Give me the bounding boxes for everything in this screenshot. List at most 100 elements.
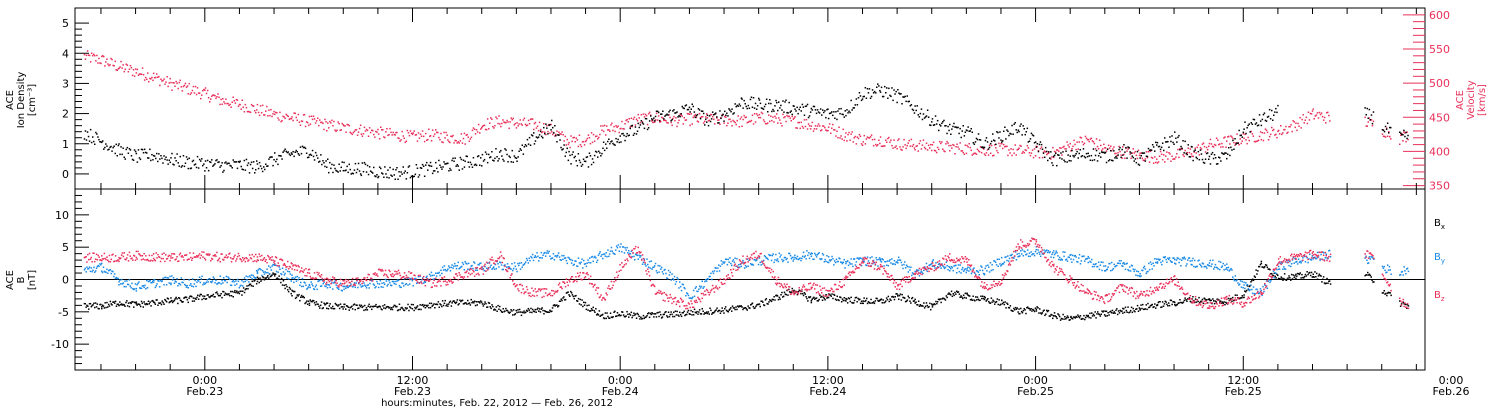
velocity-point — [596, 135, 598, 137]
velocity-point — [1286, 132, 1288, 134]
velocity-point — [574, 141, 576, 143]
velocity-point — [768, 114, 770, 116]
bx-point — [1367, 271, 1369, 274]
density-point — [752, 97, 755, 99]
density-point — [134, 150, 137, 153]
velocity-point — [1177, 148, 1179, 151]
bx-point — [95, 306, 98, 308]
bx-point — [361, 306, 363, 309]
top-panel-frame — [74, 7, 1426, 190]
by-point — [497, 263, 499, 265]
density-point — [136, 161, 139, 163]
bx-point — [279, 278, 281, 281]
by-point — [252, 274, 254, 277]
bx-point — [311, 301, 313, 303]
bx-point — [712, 312, 715, 314]
velocity-point — [1267, 139, 1270, 141]
bx-point — [113, 301, 115, 303]
bx-point — [217, 294, 220, 297]
density-point — [823, 111, 825, 114]
velocity-point — [851, 131, 853, 133]
velocity-point — [876, 145, 878, 147]
density-point — [190, 167, 193, 169]
velocity-point — [423, 140, 426, 143]
velocity-point — [503, 121, 505, 123]
bx-point — [306, 300, 308, 302]
density-point — [372, 172, 374, 174]
by-point — [570, 258, 572, 261]
velocity-point — [814, 125, 817, 127]
density-point — [1372, 111, 1375, 113]
bx-point — [253, 280, 255, 282]
bx-point — [917, 304, 919, 306]
density-point — [1016, 131, 1018, 134]
bx-point — [1075, 315, 1077, 318]
density-point — [850, 99, 852, 102]
velocity-point — [1265, 129, 1268, 132]
bx-point — [949, 293, 951, 295]
density-point — [1389, 126, 1391, 129]
bx-point — [1020, 310, 1023, 313]
bx-point — [428, 302, 431, 305]
by-point — [429, 275, 432, 277]
density-point — [580, 165, 583, 167]
velocity-point — [637, 113, 639, 116]
density-point — [1131, 155, 1133, 157]
density-point — [182, 155, 185, 157]
density-point — [380, 167, 382, 170]
field-tick-label: 0 — [62, 274, 69, 287]
bx-point — [988, 302, 991, 304]
velocity-point — [401, 130, 403, 133]
by-point — [705, 280, 708, 282]
velocity-point — [1229, 143, 1231, 145]
bx-point — [570, 290, 572, 293]
velocity-point — [192, 85, 195, 88]
bx-point — [394, 304, 396, 307]
bx-point — [821, 299, 824, 301]
velocity-point — [614, 130, 616, 133]
velocity-point — [795, 127, 797, 129]
by-point — [837, 260, 839, 263]
bx-point — [757, 303, 760, 306]
by-point — [459, 267, 461, 269]
velocity-point — [1168, 152, 1170, 154]
velocity-tick-label: 550 — [1429, 43, 1450, 56]
bx-point — [1384, 293, 1386, 295]
density-point — [962, 125, 964, 127]
bx-point — [1400, 303, 1403, 305]
bx-point — [372, 305, 375, 308]
bx-point — [617, 314, 620, 317]
density-point — [517, 156, 519, 158]
density-point — [463, 166, 466, 168]
bx-point — [930, 308, 932, 311]
velocity-point — [214, 95, 216, 97]
velocity-point — [571, 140, 573, 143]
density-point — [179, 155, 181, 158]
bx-point — [838, 299, 840, 302]
bx-point — [1121, 310, 1123, 312]
by-point — [301, 277, 304, 280]
velocity-point — [492, 125, 494, 128]
bx-point — [312, 299, 314, 302]
bx-point — [332, 305, 334, 308]
velocity-point — [787, 115, 789, 118]
velocity-point — [114, 60, 116, 63]
velocity-point — [810, 125, 813, 127]
bx-point — [112, 301, 114, 303]
bx-point — [446, 303, 448, 306]
bx-point — [1012, 310, 1014, 312]
density-point — [1005, 138, 1007, 140]
bx-point — [392, 306, 395, 308]
velocity-point — [809, 128, 812, 130]
bx-point — [300, 294, 303, 297]
velocity-point — [103, 55, 105, 58]
velocity-point — [1195, 152, 1197, 154]
by-point — [717, 267, 719, 269]
velocity-point — [849, 139, 851, 141]
density-point — [1215, 163, 1218, 165]
density-point — [1044, 146, 1047, 149]
bx-point — [195, 298, 197, 300]
bx-point — [801, 290, 803, 292]
density-point — [1157, 145, 1160, 148]
density-point — [397, 178, 399, 180]
